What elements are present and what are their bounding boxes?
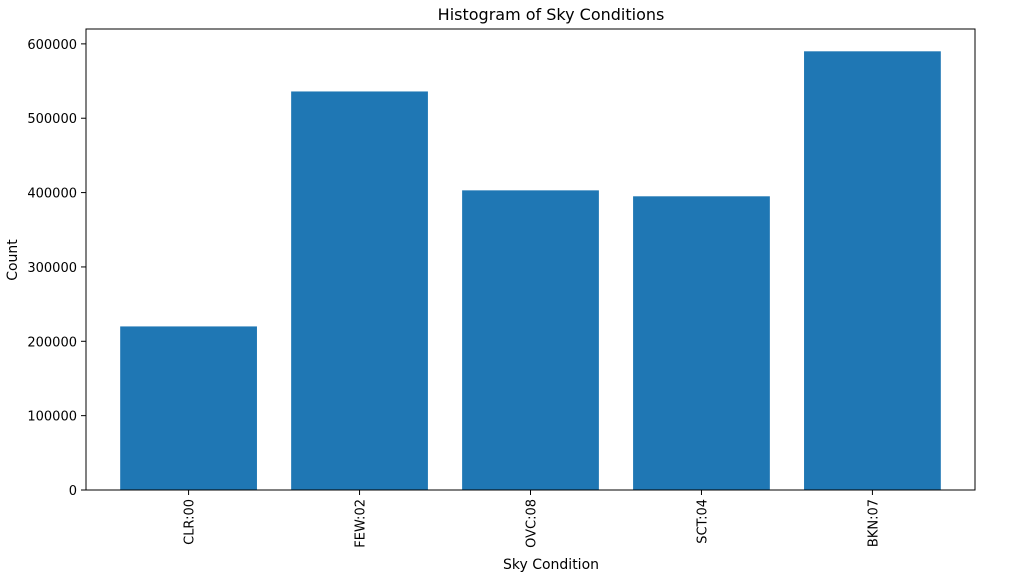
y-axis-title: Count: [5, 239, 21, 281]
bar-ovc-08: [462, 190, 599, 490]
y-tick-label: 100000: [27, 410, 77, 425]
y-tick-label: 200000: [27, 335, 77, 350]
y-tick-label: 500000: [27, 112, 77, 127]
y-axis-ticks: 0 100000 200000 300000 400000 500000 600000: [27, 38, 86, 499]
bar-clr-00: [120, 326, 257, 490]
x-tick-label: OVC:08: [525, 499, 540, 548]
plot-frame: [85, 28, 976, 491]
x-tick-label: BKN:07: [866, 499, 881, 547]
chart-title: Histogram of Sky Conditions: [438, 5, 665, 24]
y-tick-label: 400000: [27, 187, 77, 202]
bars-group: [120, 51, 941, 491]
y-tick-label: 0: [69, 484, 77, 499]
x-tick-label: SCT:04: [695, 499, 710, 544]
x-tick-label: FEW:02: [354, 499, 369, 548]
x-axis-ticks: CLR:00 FEW:02 OVC:08 SCT:04 BKN:07: [183, 490, 881, 548]
y-tick-label: 600000: [27, 38, 77, 53]
x-axis-title: Sky Condition: [503, 557, 599, 573]
bar-few-02: [291, 91, 428, 491]
bar-sct-04: [633, 196, 770, 491]
y-tick-label: 300000: [27, 261, 77, 276]
x-tick-label: CLR:00: [183, 499, 198, 545]
bar-bkn-07: [804, 51, 941, 491]
